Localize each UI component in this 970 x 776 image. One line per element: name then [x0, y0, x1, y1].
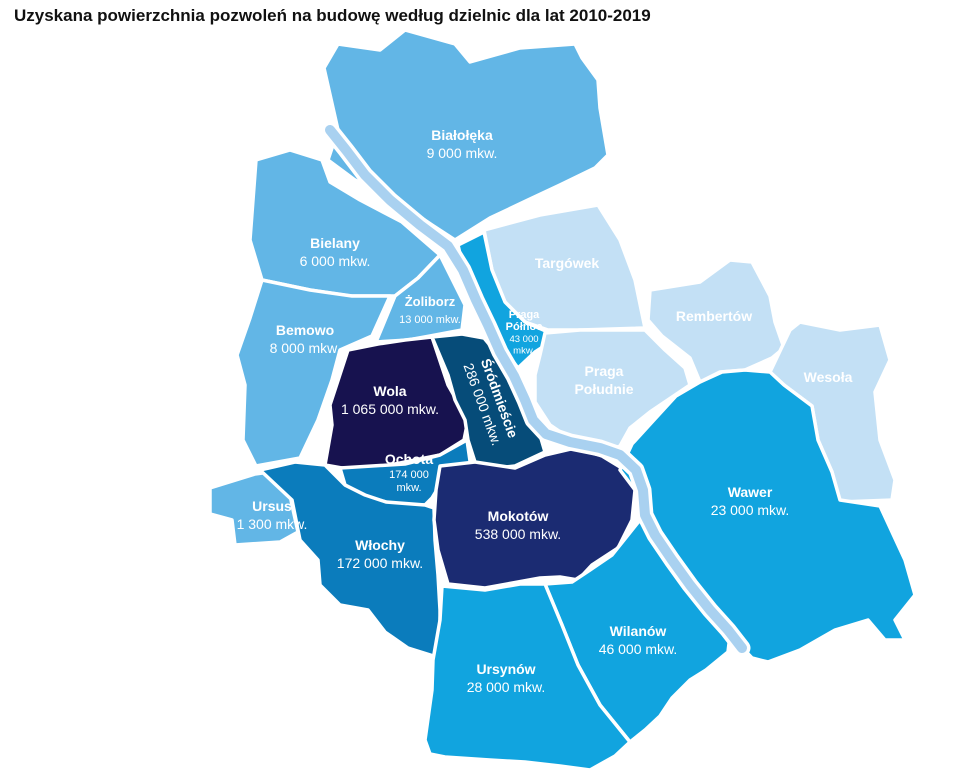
districts-layer	[208, 28, 917, 772]
district-value: 43 000 mkw.	[509, 334, 538, 357]
label-mokotow: Mokotów 538 000 mkw.	[475, 508, 561, 542]
district-name: Wawer	[728, 484, 773, 500]
district-name: Wola	[373, 383, 406, 399]
district-name: Praga Północ	[506, 309, 543, 333]
district-value: 13 000 mkw.	[399, 314, 461, 326]
district-value: 1 300 mkw.	[237, 516, 308, 532]
district-name: Wilanów	[610, 623, 667, 639]
district-name: Ursus	[252, 498, 292, 514]
label-wesola: Wesoła	[804, 369, 853, 385]
district-name: Białołęka	[431, 127, 493, 143]
district-value: 538 000 mkw.	[475, 526, 561, 542]
district-value: 28 000 mkw.	[467, 679, 546, 695]
river-water	[325, 125, 747, 653]
district-name: Włochy	[355, 537, 405, 553]
label-wola: Wola 1 065 000 mkw.	[341, 383, 439, 417]
district-value: 8 000 mkw.	[270, 340, 341, 356]
label-targowek: Targówek	[535, 255, 600, 271]
label-bialoleka: Białołęka 9 000 mkw.	[427, 127, 498, 161]
district-value: 174 000 mkw.	[389, 469, 429, 494]
district-name: Bemowo	[276, 322, 334, 338]
district-praga-poludnie	[533, 328, 692, 457]
label-wlochy: Włochy 172 000 mkw.	[337, 537, 423, 571]
district-value: 1 065 000 mkw.	[341, 401, 439, 417]
vistula-river	[321, 121, 751, 657]
district-name: Targówek	[535, 255, 600, 271]
map-title: Uzyskana powierzchnia pozwoleń na budowę…	[14, 6, 651, 25]
label-zoliborz: Żoliborz 13 000 mkw.	[399, 294, 461, 326]
district-name: Ochota	[385, 451, 433, 467]
district-value: 172 000 mkw.	[337, 555, 423, 571]
district-ursynow	[423, 582, 632, 772]
district-name: Żoliborz	[405, 294, 456, 309]
district-bemowo	[235, 278, 392, 468]
district-mokotow	[432, 446, 637, 590]
label-praga-poludnie: Praga Południe	[574, 363, 633, 397]
district-name: Bielany	[310, 235, 360, 251]
district-name: Mokotów	[488, 508, 549, 524]
district-name: Ursynów	[476, 661, 535, 677]
label-wilanow: Wilanów 46 000 mkw.	[599, 623, 678, 657]
district-name: Praga Południe	[574, 363, 633, 397]
label-ursynow: Ursynów 28 000 mkw.	[467, 661, 546, 695]
label-rembertow: Rembertów	[676, 308, 752, 324]
district-name: Rembertów	[676, 308, 752, 324]
district-value: 46 000 mkw.	[599, 641, 678, 657]
label-bemowo: Bemowo 8 000 mkw.	[270, 322, 341, 356]
district-rembertow	[646, 258, 786, 384]
label-ochota: Ochota 174 000 mkw.	[385, 451, 433, 494]
label-bielany: Bielany 6 000 mkw.	[300, 235, 371, 269]
label-ursus: Ursus 1 300 mkw.	[237, 498, 308, 532]
district-value: 23 000 mkw.	[711, 502, 790, 518]
district-name: Wesoła	[804, 369, 853, 385]
district-value: 9 000 mkw.	[427, 145, 498, 161]
label-wawer: Wawer 23 000 mkw.	[711, 484, 790, 518]
district-value: 6 000 mkw.	[300, 253, 371, 269]
